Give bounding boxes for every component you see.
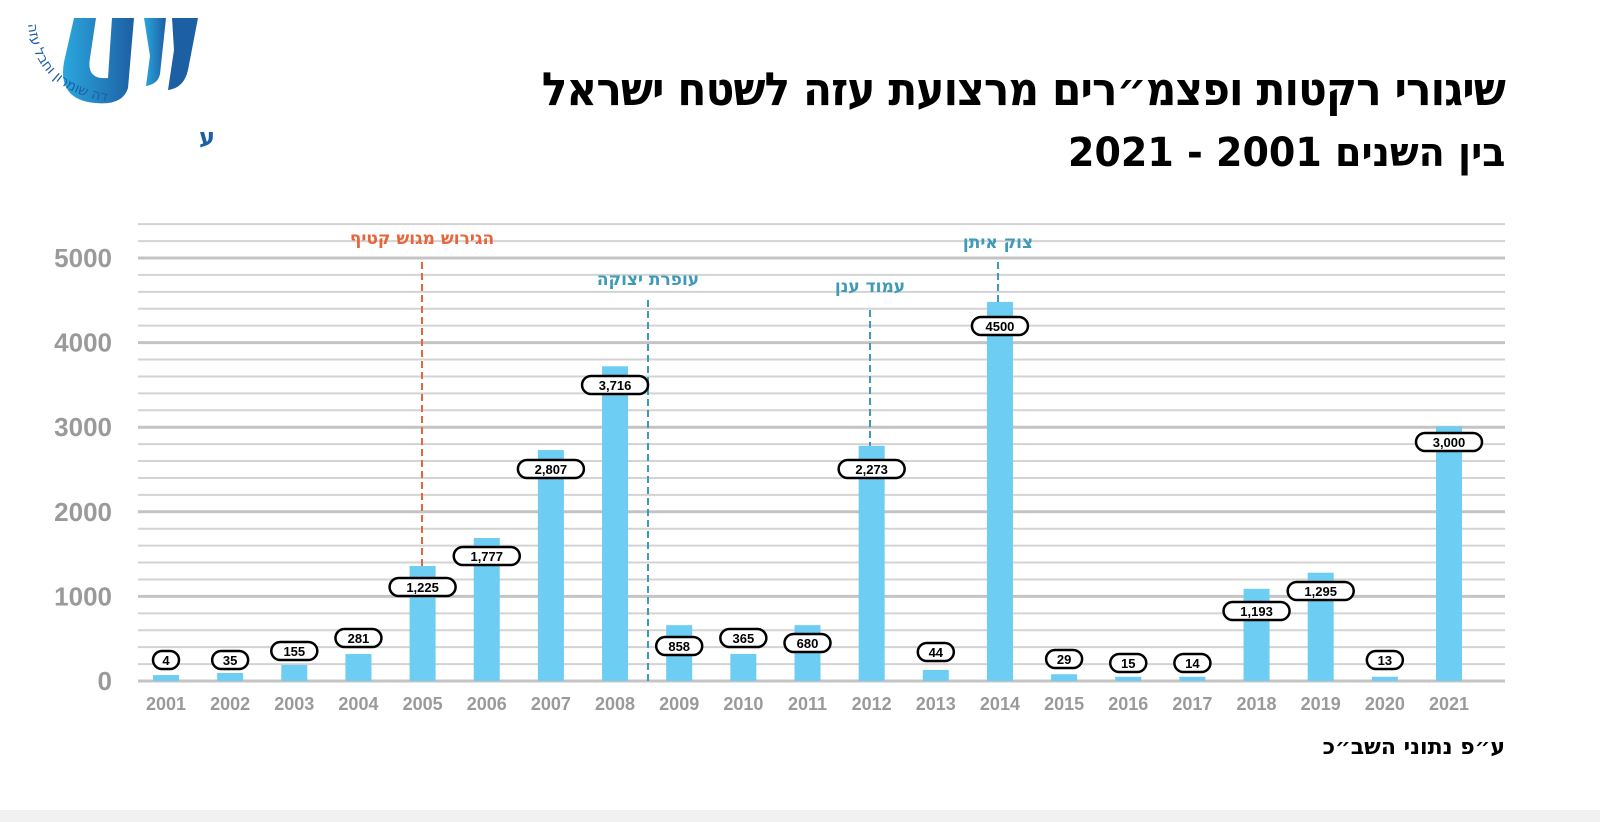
x-tick-label: 2006 [467,694,507,714]
data-label-pill [1173,652,1212,674]
data-label: 1,225 [406,580,439,595]
x-tick-label: 2011 [788,694,827,714]
x-tick-label: 2018 [1237,694,1277,714]
data-label: 858 [668,639,690,654]
annotation-label: עמוד ענן [835,277,905,297]
chart-title-line2: בין השנים 2001 - 2021 [1067,130,1505,176]
data-label-pill [1414,431,1484,453]
x-tick-label: 2016 [1108,694,1148,714]
y-tick-label: 1000 [54,581,112,611]
data-label-pill [452,545,521,567]
data-label: 680 [797,636,819,651]
data-label: 35 [223,653,237,668]
bar [922,670,949,681]
bar [217,672,244,681]
x-tick-label: 2002 [210,694,250,714]
data-label: 2,807 [535,462,568,477]
x-tick-label: 2001 [146,694,186,714]
x-tick-label: 2017 [1172,694,1212,714]
data-label: 2,273 [855,462,888,477]
annotation-label: הגירוש מגוש קטיף [350,229,494,249]
x-tick-label: 2005 [403,694,443,714]
bar [1371,676,1398,681]
data-label-pill [270,640,319,662]
y-tick-label: 4000 [54,328,112,358]
bar [730,653,757,681]
data-label: 1,295 [1304,584,1337,599]
data-label: 155 [283,644,305,659]
x-tick-label: 2012 [852,694,892,714]
logo-name: מועצת יש״ע [199,123,214,151]
data-label: 3,000 [1433,435,1466,450]
yesha-council-logo: יהודה שומרון וחבל עזה מועצת יש״ע [14,10,214,151]
x-tick-label: 2004 [338,694,378,714]
x-tick-label: 2007 [531,694,571,714]
x-tick-label: 2013 [916,694,956,714]
data-label: 3,716 [599,378,632,393]
data-label-pill [1044,648,1084,670]
data-label: 15 [1121,656,1135,671]
y-tick-label: 0 [98,666,112,696]
x-tick-label: 2014 [980,694,1020,714]
x-tick-label: 2010 [723,694,763,714]
data-label: 13 [1378,653,1392,668]
bar [1051,674,1078,681]
data-label-pill [516,458,586,480]
data-label-pill [837,458,906,480]
bar [602,366,629,681]
data-label: 281 [348,631,370,646]
bar [281,664,308,681]
data-label: 4500 [985,319,1014,334]
chart-title-line1: שיגורי רקטות ופצמ״רים מרצועת עזה לשטח יש… [541,62,1506,116]
footer-strip [0,810,1600,822]
data-label-pill [580,374,650,396]
annotation-label: עופרת יצוקה [597,270,699,290]
x-tick-label: 2009 [659,694,699,714]
data-label-pill [654,635,704,657]
data-label-pill [1365,649,1405,671]
data-label-pill [783,632,832,654]
x-tick-label: 2021 [1429,694,1469,714]
x-tick-label: 2003 [274,694,314,714]
bar [1115,676,1142,681]
data-label-pill [970,315,1030,337]
data-label-pill [916,641,956,663]
annotation-label: צוק איתן [963,233,1033,253]
data-label: 1,193 [1240,604,1273,619]
x-tick-label: 2019 [1301,694,1341,714]
data-label-pill [1109,652,1148,674]
bar [986,301,1013,681]
x-tick-label: 2015 [1044,694,1084,714]
x-tick-label: 2008 [595,694,635,714]
data-label-pill [334,627,383,649]
data-label-pill [719,627,768,649]
bar [858,445,885,681]
bar [537,450,564,681]
data-label: 29 [1057,652,1071,667]
bar [1436,426,1462,681]
data-label: 4 [162,653,170,668]
bar [153,675,179,681]
data-label-pill [388,576,457,598]
data-label-pill [1286,580,1355,602]
data-label: 1,777 [470,549,503,564]
bar [1179,676,1206,681]
y-tick-label: 5000 [54,243,112,273]
source-note: ע״פ נתוני השב״כ [1322,735,1505,760]
data-label: 44 [929,645,944,660]
data-label: 14 [1185,656,1200,671]
x-tick-label: 2020 [1365,694,1405,714]
data-label-pill [1222,600,1291,622]
data-label-pill [151,649,181,671]
data-label-pill [210,649,250,671]
data-label: 365 [732,631,754,646]
y-tick-label: 3000 [54,412,112,442]
y-tick-label: 2000 [54,497,112,527]
bar [345,653,372,681]
